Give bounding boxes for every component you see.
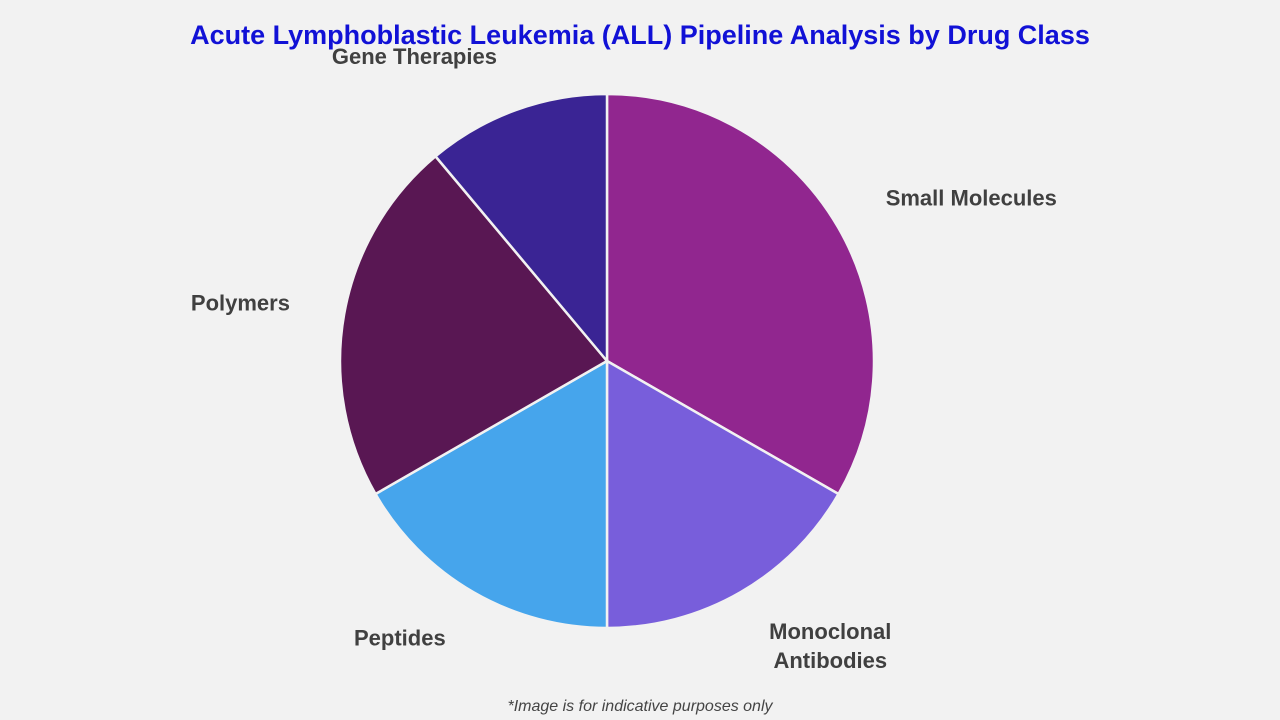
slice-label: Monoclonal Antibodies xyxy=(769,619,891,673)
pie-slice xyxy=(373,358,609,630)
slice-label: Small Molecules xyxy=(886,186,1057,211)
slice-label: Gene Therapies xyxy=(332,44,497,69)
chart-title: Acute Lymphoblastic Leukemia (ALL) Pipel… xyxy=(190,20,1090,50)
slice-label: Peptides xyxy=(354,626,446,651)
pie-slice xyxy=(338,154,609,496)
pie-slice xyxy=(605,358,841,630)
slice-label: Polymers xyxy=(191,290,290,315)
pie-slice xyxy=(433,92,609,365)
footnote: *Image is for indicative purposes only xyxy=(507,698,773,715)
pie-slice xyxy=(605,92,876,496)
